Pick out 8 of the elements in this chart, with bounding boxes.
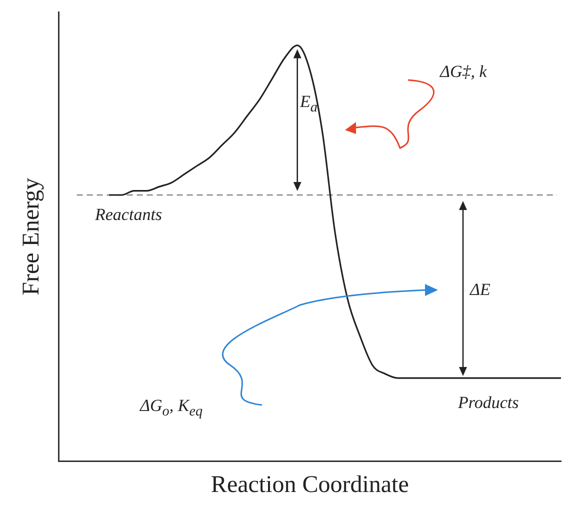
y-axis-title: Free Energy <box>18 178 45 296</box>
annotation: Reactants <box>95 205 162 225</box>
annotation: ΔG$_{o}$, K$_{eq}$ <box>140 396 203 420</box>
annotation: Products <box>458 393 519 413</box>
annotation: ΔE <box>470 280 490 300</box>
x-axis-title: Reaction Coordinate <box>210 472 409 498</box>
annotation: ΔG‡, k <box>440 62 487 82</box>
annotation: E$_{a}$ <box>300 92 318 116</box>
